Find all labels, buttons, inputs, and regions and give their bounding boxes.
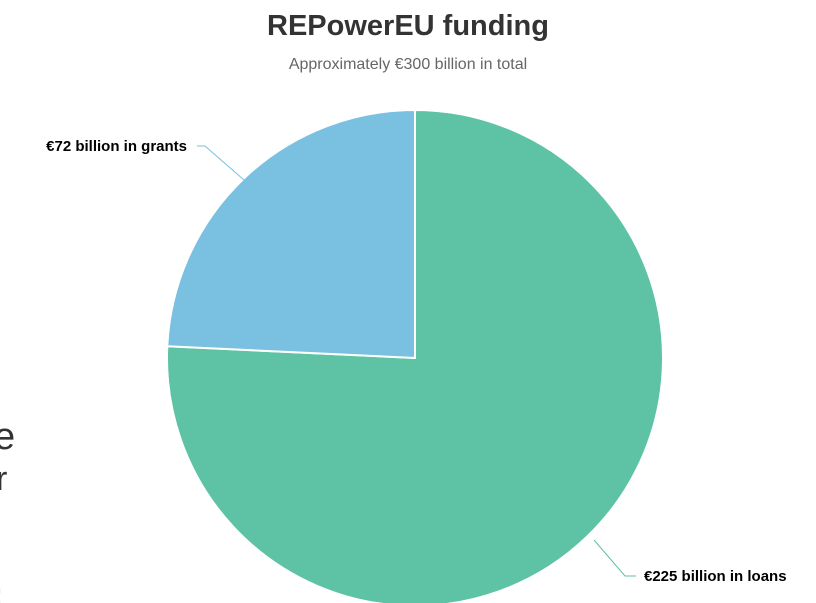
slice-data-label: €72 billion in grants [46, 138, 187, 155]
label-connector-line [593, 539, 636, 577]
pie-slice[interactable] [166, 108, 416, 360]
chart-title: REPowerEU funding [267, 10, 549, 42]
label-connector-line [197, 145, 245, 181]
background-text-fragment: e [0, 416, 16, 458]
slice-data-label: €225 billion in loans [644, 568, 787, 585]
chart-subtitle: Approximately €300 billion in total [288, 56, 528, 73]
background-text-fragment: r [0, 460, 8, 498]
background-text-fragment: : [0, 578, 3, 603]
pie-slice[interactable] [166, 108, 664, 603]
